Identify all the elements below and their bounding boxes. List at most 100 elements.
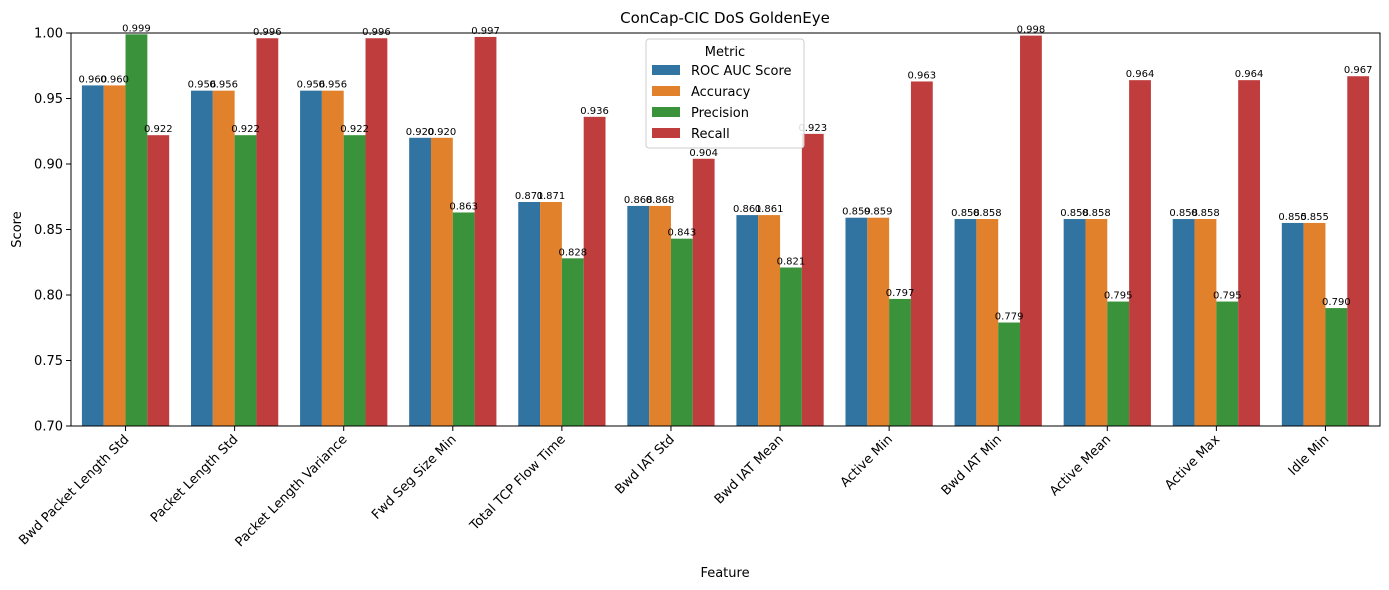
- x-axis: Bwd Packet Length Std Packet Length StdPa…: [16, 426, 1332, 550]
- bar: [583, 116, 606, 426]
- legend-swatch: [652, 86, 680, 96]
- x-axis-label: Feature: [700, 566, 749, 581]
- bar: [954, 219, 977, 426]
- bar-value-label: 0.871: [515, 191, 544, 202]
- bar-value-label: 0.997: [471, 26, 500, 37]
- x-tick-label: Bwd IAT Mean: [712, 432, 787, 507]
- bar-value-label: 0.936: [580, 106, 609, 117]
- bar: [365, 38, 388, 427]
- bar: [627, 205, 650, 426]
- legend-title: Metric: [705, 45, 745, 60]
- bar-value-label: 0.967: [1344, 65, 1373, 76]
- bar: [256, 38, 279, 427]
- bar: [147, 135, 170, 426]
- bar-value-label: 0.956: [188, 80, 217, 91]
- bar: [801, 133, 824, 426]
- plot-frame: [70, 32, 1381, 427]
- y-tick-label: 0.70: [34, 420, 63, 435]
- bar: [103, 85, 126, 427]
- bar-value-label: 0.871: [537, 191, 566, 202]
- bar: [1172, 219, 1195, 426]
- bar: [1085, 219, 1108, 426]
- y-tick-label: 0.95: [34, 92, 63, 107]
- bar-value-label: 0.779: [995, 312, 1024, 323]
- legend-frame: [645, 38, 805, 149]
- x-tick-label: Bwd IAT Min: [939, 432, 1005, 498]
- legend-swatch: [652, 128, 680, 138]
- bar: [780, 267, 802, 426]
- bar-value-label: 0.795: [1213, 291, 1242, 302]
- bar-value-label: 0.920: [428, 127, 457, 138]
- bar: [845, 217, 868, 426]
- y-axis-label: Score: [10, 211, 25, 247]
- bar-value-label: 0.956: [297, 80, 326, 91]
- bar: [736, 215, 759, 426]
- bar-value-label: 0.868: [646, 195, 675, 206]
- bar-value-label: 0.858: [1191, 208, 1220, 219]
- bar: [81, 85, 104, 427]
- bar-value-label: 0.963: [908, 70, 937, 81]
- bar: [889, 298, 911, 426]
- bar-value-label: 0.964: [1235, 69, 1264, 80]
- x-tick-label: Idle Min: [1286, 432, 1333, 479]
- bar: [910, 81, 933, 426]
- bar: [190, 90, 213, 426]
- bar-value-label: 0.858: [1082, 208, 1111, 219]
- bar: [649, 205, 671, 426]
- bar: [1238, 80, 1261, 426]
- x-tick-label: Bwd Packet Length Std: [16, 432, 132, 548]
- bar: [1194, 219, 1217, 426]
- legend-label: ROC AUC Score: [691, 64, 792, 79]
- bar-value-label: 0.797: [886, 288, 915, 299]
- bar: [1281, 222, 1304, 426]
- bar-value-label: 0.999: [122, 23, 151, 34]
- bar: [976, 219, 999, 426]
- legend-label: Precision: [691, 106, 749, 121]
- legend-swatch: [652, 107, 680, 117]
- bar: [518, 201, 541, 426]
- bar: [867, 217, 890, 426]
- bar: [1216, 301, 1239, 426]
- bar: [1325, 308, 1348, 426]
- bar-value-label: 0.998: [1017, 25, 1046, 36]
- bar-value-label: 0.843: [668, 228, 697, 239]
- bar: [430, 137, 453, 427]
- bar: [1303, 222, 1326, 426]
- bar-value-label: 0.795: [1104, 291, 1133, 302]
- x-tick-label: Packet Length Std: [148, 432, 242, 526]
- bar: [409, 137, 431, 427]
- bar-value-label: 0.964: [1126, 69, 1155, 80]
- bar-value-label: 0.922: [231, 124, 260, 135]
- bar-value-label: 0.858: [1169, 208, 1198, 219]
- bar-value-label: 0.960: [100, 74, 129, 85]
- bar-value-label: 0.859: [864, 207, 893, 218]
- bar: [321, 90, 344, 426]
- bar: [234, 135, 257, 426]
- bar-value-label: 0.920: [406, 127, 435, 138]
- bar: [670, 238, 693, 426]
- bar-value-label: 0.858: [951, 208, 980, 219]
- bar: [300, 90, 322, 426]
- legend: Metric ROC AUC Score Accuracy Precision Rec…: [645, 38, 805, 149]
- bar-value-label: 0.858: [973, 208, 1002, 219]
- x-tick-label: Total TCP Flow Time: [467, 432, 569, 534]
- bar: [1107, 301, 1130, 426]
- bar: [692, 158, 715, 426]
- bar-value-label: 0.904: [689, 148, 718, 159]
- bar: [1063, 219, 1086, 426]
- bar: [452, 212, 475, 426]
- y-tick-label: 1.00: [34, 27, 63, 42]
- bar-value-label: 0.790: [1322, 297, 1351, 308]
- chart-title: ConCap-CIC DoS GoldenEye: [620, 9, 830, 27]
- x-tick-label: Bwd IAT Std: [613, 432, 678, 497]
- bar: [343, 135, 366, 426]
- y-tick-label: 0.85: [34, 223, 63, 238]
- bar-value-label: 0.828: [558, 247, 587, 258]
- bar: [212, 90, 235, 426]
- bar-value-label: 0.922: [340, 124, 369, 135]
- bar-value-label: 0.863: [449, 201, 478, 212]
- bar: [1129, 80, 1151, 426]
- x-tick-label: Active Max: [1162, 432, 1223, 493]
